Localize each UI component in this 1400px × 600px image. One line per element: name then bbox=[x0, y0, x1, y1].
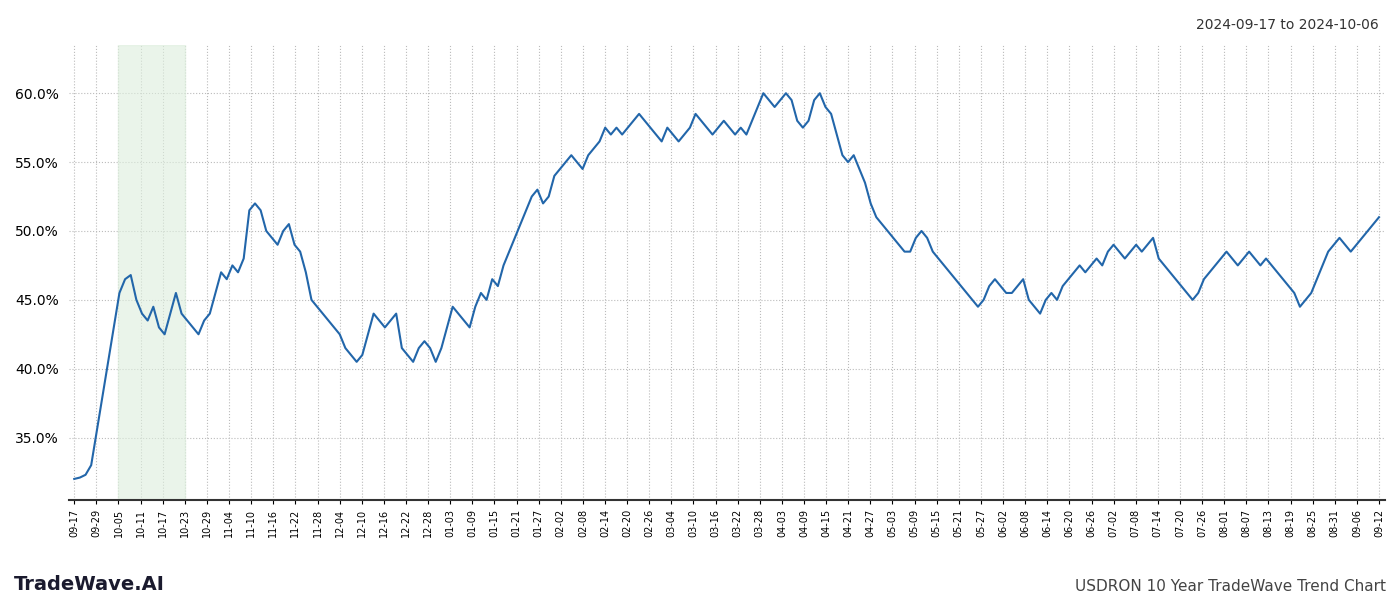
Text: 2024-09-17 to 2024-10-06: 2024-09-17 to 2024-10-06 bbox=[1196, 18, 1379, 32]
Text: TradeWave.AI: TradeWave.AI bbox=[14, 575, 165, 594]
Text: USDRON 10 Year TradeWave Trend Chart: USDRON 10 Year TradeWave Trend Chart bbox=[1075, 579, 1386, 594]
Bar bbox=[119, 45, 185, 500]
